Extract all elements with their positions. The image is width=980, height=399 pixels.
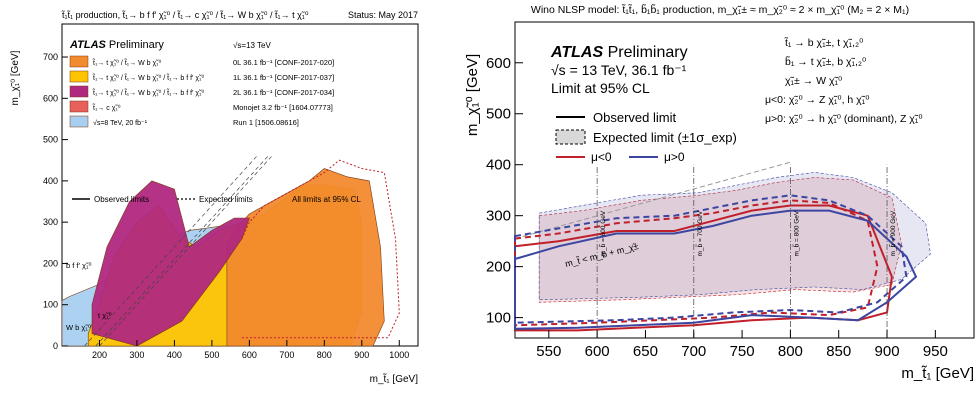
left-brand-name: ATLAS: [69, 39, 107, 51]
right-plot-frame: [514, 21, 975, 339]
right-vline-label-2: m_b̃ = 800 GeV: [792, 210, 800, 256]
left-legend-ref-4: Run 1 [1506.08616]: [233, 118, 299, 127]
left-y-tick-label-4: 400: [43, 176, 58, 186]
right-x-tick-label-7: 900: [875, 343, 900, 360]
right-x-tick-label-3: 700: [681, 343, 706, 360]
left-y-tick-label-3: 300: [43, 217, 58, 227]
right-decay-3: μ<0: χ̃₂⁰ → Z χ̃₁⁰, h χ̃₁⁰: [765, 94, 870, 106]
right-x-tick-label-5: 800: [778, 343, 803, 360]
left-y-tick-label-6: 600: [43, 93, 58, 103]
right-contour-2: [514, 209, 918, 330]
left-legend-label-0: t̃₁→ t χ̃₁⁰ / t̃₁→ W b χ̃₁⁰: [92, 59, 162, 67]
left-x-axis-label: m_t̃₁ [GeV]: [370, 373, 419, 385]
left-expected-label: Expected limits: [199, 195, 253, 204]
left-status: Status: May 2017: [348, 10, 418, 20]
left-legend-header: √s=13 TeV: [233, 41, 271, 50]
right-brand: ATLAS Preliminary: [550, 44, 688, 61]
left-y-tick-label-2: 200: [43, 258, 58, 268]
left-y-axis-label: m_χ̃₁⁰ [GeV]: [10, 50, 21, 105]
left-legend-ref-2: 2L 36.1 fb⁻¹ [CONF-2017-034]: [233, 88, 334, 97]
right-decay-0: t̃₁ → b χ̃₁±, t χ̃₁,₂⁰: [784, 37, 864, 49]
right-contour-3: [514, 194, 908, 324]
left-expected-contour: [241, 159, 400, 339]
right-vline-label-0: m_b̃ = 600 GeV: [599, 210, 607, 256]
left-legend-ref-3: Monojet 3.2 fb⁻¹ [1604.07773]: [233, 103, 333, 112]
right-brand-name: ATLAS: [550, 44, 603, 61]
left-region-label-bff: b f f′ χ̃₁⁰: [66, 261, 91, 270]
left-legend-swatch-4: [69, 115, 89, 128]
left-legend-label-3: t̃₁→ c χ̃₁⁰: [92, 104, 121, 112]
right-decay-4: μ>0: χ̃₂⁰ → h χ̃₁⁰ (dominant), Z χ̃₁⁰: [765, 113, 923, 125]
right-brand-suffix: Preliminary: [608, 44, 688, 61]
left-x-tick-label-7: 900: [354, 350, 369, 360]
left-x-tick-label-0: 200: [92, 350, 107, 360]
left-legend-label-4: √s=8 TeV, 20 fb⁻¹: [93, 119, 148, 127]
right-x-tick-label-2: 650: [633, 343, 658, 360]
left-cl-label: All limits at 95% CL: [292, 195, 361, 204]
left-header: t̃₁t̃₁ production, t̃₁→ b f f′ χ̃₁⁰ / t̃…: [61, 10, 309, 20]
left-area-3: [91, 180, 250, 347]
right-x-tick-label-4: 750: [730, 343, 755, 360]
left-y-tick-label-0: 0: [53, 341, 58, 351]
right-header: Wino NLSP model: t̃₁t̃₁, b̃₁b̃₁ producti…: [531, 3, 909, 16]
left-legend-ref-1: 1L 36.1 fb⁻¹ [CONF-2017-037]: [233, 73, 334, 82]
right-area-layer: [514, 161, 931, 332]
left-y-tick-label-1: 100: [43, 300, 58, 310]
left-x-tick-label-4: 600: [242, 350, 257, 360]
right-x-tick-label-0: 550: [536, 343, 561, 360]
left-x-tick-label-1: 300: [129, 350, 144, 360]
left-exclusion-chart: t̃₁t̃₁ production, t̃₁→ b f f′ χ̃₁⁰ / t̃…: [10, 10, 419, 385]
right-x-tick-label-1: 600: [585, 343, 610, 360]
left-diagonal-2: [95, 155, 269, 347]
right-mu-pos-label: μ>0: [664, 150, 685, 164]
right-band-1: [538, 172, 931, 301]
right-observed-label: Observed limit: [593, 110, 676, 125]
left-brand: ATLAS Preliminary: [69, 39, 164, 51]
left-legend-swatch-0: [69, 55, 89, 68]
left-diagonal-1: [99, 155, 273, 347]
right-x-tick-label-8: 950: [923, 343, 948, 360]
left-tick-layer: 200 300 400 500 600 700 800 900 1000 0 100 200 300 40…: [43, 52, 409, 360]
right-vline-label-1: m_b̃ = 700 GeV: [696, 210, 704, 256]
right-expected-swatch: [555, 129, 586, 145]
right-contour-1: [514, 199, 879, 327]
left-observed-label: Observed limits: [94, 195, 149, 204]
right-vline-label-3: m_b̃ = 900 GeV: [889, 210, 897, 256]
right-decay-list: t̃₁ → b χ̃₁±, t χ̃₁,₂⁰ b̃₁ → t χ̃₁±, b χ̃…: [765, 37, 923, 125]
left-legend: t̃₁→ t χ̃₁⁰ / t̃₁→ W b χ̃₁⁰ 0L 36.1 fb⁻¹ …: [69, 55, 334, 128]
left-y-tick-label-5: 500: [43, 135, 58, 145]
left-brand-suffix: Preliminary: [109, 39, 165, 51]
right-diagonal: [514, 161, 791, 240]
right-cl-label: Limit at 95% CL: [551, 80, 650, 96]
left-x-tick-label-5: 700: [279, 350, 294, 360]
right-contour-0: [514, 204, 893, 332]
left-x-tick-label-6: 800: [317, 350, 332, 360]
left-legend-ref-0: 0L 36.1 fb⁻¹ [CONF-2017-020]: [233, 58, 334, 67]
right-energy: √s = 13 TeV, 36.1 fb⁻¹: [551, 62, 687, 78]
right-tick-layer: 550 600 650 700 750 800 850 900 9501002003004005…: [486, 55, 948, 360]
left-x-tick-label-8: 1000: [389, 350, 409, 360]
left-legend-swatch-3: [69, 100, 89, 113]
left-legend-label-2: t̃₁→ t χ̃₁⁰ / t̃₁→ W b χ̃₁⁰ / t̃₁→ b f f…: [92, 89, 205, 97]
right-x-tick-label-6: 850: [826, 343, 851, 360]
left-y-tick-label-7: 700: [43, 52, 58, 62]
right-mu-neg-label: μ<0: [591, 150, 612, 164]
right-diagonal-label: m_t̃ < m_b + m_χ̃±: [564, 241, 639, 269]
left-region-label-t: t χ̃₁⁰: [98, 311, 112, 320]
right-decay-1: b̃₁ → t χ̃₁±, b χ̃₁,₂⁰: [785, 55, 867, 68]
left-legend-label-1: t̃₁→ t χ̃₁⁰ / t̃₁→ W b χ̃₁⁰ / t̃₁→ b f f…: [92, 74, 205, 82]
right-decay-2: χ̃₁± → W χ̃₁⁰: [785, 75, 843, 87]
right-expected-label: Expected limit (±1σ_exp): [593, 130, 737, 145]
right-band-0: [538, 177, 902, 303]
left-region-label-wb: W b χ̃₁⁰: [66, 323, 91, 332]
right-x-axis-label: m_t̃₁ [GeV]: [901, 365, 974, 382]
left-diagonal-0: [84, 155, 258, 347]
left-legend-swatch-2: [69, 85, 89, 98]
left-legend-swatch-1: [69, 70, 89, 83]
right-vertical-line-layer: m_b̃ = 600 GeV m_b̃ = 700 GeV m_b̃ = 800 G…: [596, 164, 897, 338]
left-area-layer: [61, 155, 400, 347]
left-x-tick-label-3: 500: [204, 350, 219, 360]
left-x-tick-label-2: 400: [167, 350, 182, 360]
